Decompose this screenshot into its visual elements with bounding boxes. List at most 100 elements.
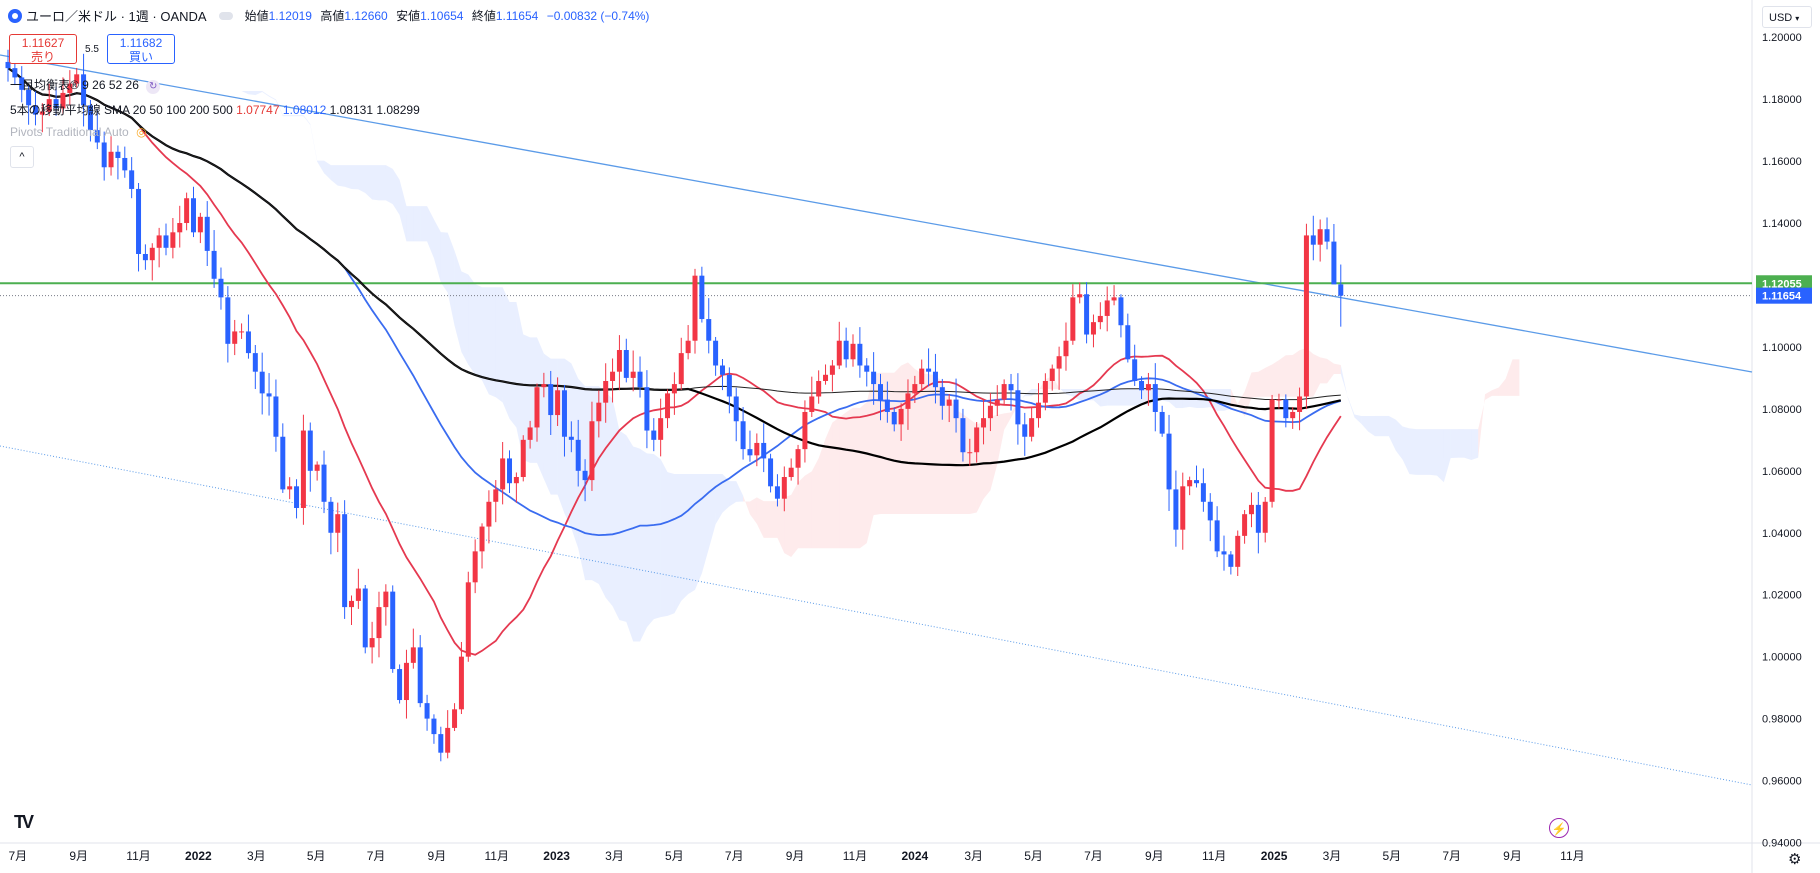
candle [967,438,973,466]
close-label: 終値 [471,9,496,23]
candle [19,66,25,103]
candle [1214,506,1220,558]
candle [12,62,18,86]
eye-hidden-icon[interactable]: ◎ [136,125,147,139]
candle [1097,302,1103,330]
candle [438,726,444,762]
candle [1276,393,1282,409]
settings-gear-icon[interactable]: ⚙ [1788,851,1802,868]
candle [1221,535,1227,571]
lightning-icon[interactable]: ⚡ [1549,818,1569,838]
time-tick-label: 9月 [1503,849,1522,863]
candle [623,338,629,383]
candle [1001,379,1007,406]
candle [424,694,430,731]
candle [589,401,595,491]
candle [713,336,719,376]
candle [802,400,808,463]
buy-button[interactable]: 1.11682 買い [107,34,175,64]
time-tick-label: 11月 [1560,849,1584,863]
pivots-legend[interactable]: Pivots Traditional Auto ◎ [10,125,147,139]
sell-button[interactable]: 1.11627 売り [9,34,77,64]
candle [1303,223,1309,410]
candle [905,379,911,430]
price-tick-label: 1.18000 [1762,94,1802,106]
candle [603,363,609,423]
sma-legend[interactable]: 5本の移動平均線 SMA 20 50 100 200 500 1.07747 1… [10,101,420,118]
candle [678,337,684,391]
candle [513,472,519,503]
price-tick-label: 0.96000 [1762,776,1802,788]
collapse-legend-button[interactable]: ^ [10,146,34,168]
time-tick-label: 5月 [665,849,684,863]
time-tick-label: 7月 [367,849,386,863]
candle [349,595,354,625]
candle [184,192,190,231]
candle [74,67,80,88]
candle [534,383,540,442]
open-label: 始値 [244,9,269,23]
time-axis: 7月 9月 11月 2022 3月 5月 7月 9月 11月 2023 3月 5月 7月 9月 11月 202… [8,849,1584,863]
symbol-icon[interactable] [8,8,22,23]
candle [60,77,66,115]
candle [232,319,238,356]
candle [129,157,135,199]
svg-text:1.11654: 1.11654 [1762,291,1802,303]
candle [500,442,506,505]
candle [101,131,107,181]
candle [369,621,375,664]
candle [788,458,794,481]
candle [740,407,746,460]
candle [850,334,856,367]
candle [280,423,286,493]
ichimoku-legend[interactable]: 一目均衡表® 9 26 52 26 ↻ [10,76,161,94]
candle [1084,282,1090,344]
candle [960,408,966,462]
high-label: 高値 [320,9,345,23]
candle [692,268,698,354]
candle [884,381,890,423]
candle [561,384,567,457]
sync-icon[interactable]: ↻ [146,80,161,94]
symbol-title[interactable]: ユーロ／米ドル · 1週 · OANDA [26,9,207,24]
candle [843,327,849,368]
candle [1180,472,1186,550]
candle [548,370,554,435]
candle [1200,468,1206,512]
close-value: 1.11654 [495,9,539,23]
candle [596,390,602,438]
candle [383,584,389,626]
candle [836,321,842,370]
candle [1228,551,1234,575]
price-tick-label: 0.98000 [1762,714,1802,726]
level-price-tag: 1.12055 [1756,275,1812,292]
candle [1317,219,1323,262]
candle [225,286,231,363]
currency-button[interactable]: USD ▾ [1762,6,1812,28]
candle [974,422,980,463]
trade-panel: 1.11627 売り 5.5 1.11682 買い [9,34,175,64]
time-tick-label: 11月 [126,849,150,863]
candle [1029,406,1035,442]
candle [685,325,691,360]
candle [67,70,73,106]
candle [1173,470,1179,547]
sma-params: SMA 20 50 100 200 500 [104,103,233,117]
candle [1297,387,1303,431]
candle [651,418,657,452]
candle [733,387,739,442]
candle [1187,476,1193,496]
candle [170,218,176,259]
time-tick-label: 5月 [1024,849,1043,863]
candle [1255,491,1261,554]
time-tick-label: 9月 [428,849,447,863]
candle [1283,394,1289,428]
eye-toggle-icon[interactable] [218,11,233,20]
sma50-value: 1.08012 [282,103,327,117]
candle [981,399,987,445]
candle [122,146,128,178]
tradingview-logo-icon[interactable]: TV [14,812,34,832]
candles [5,49,1344,762]
